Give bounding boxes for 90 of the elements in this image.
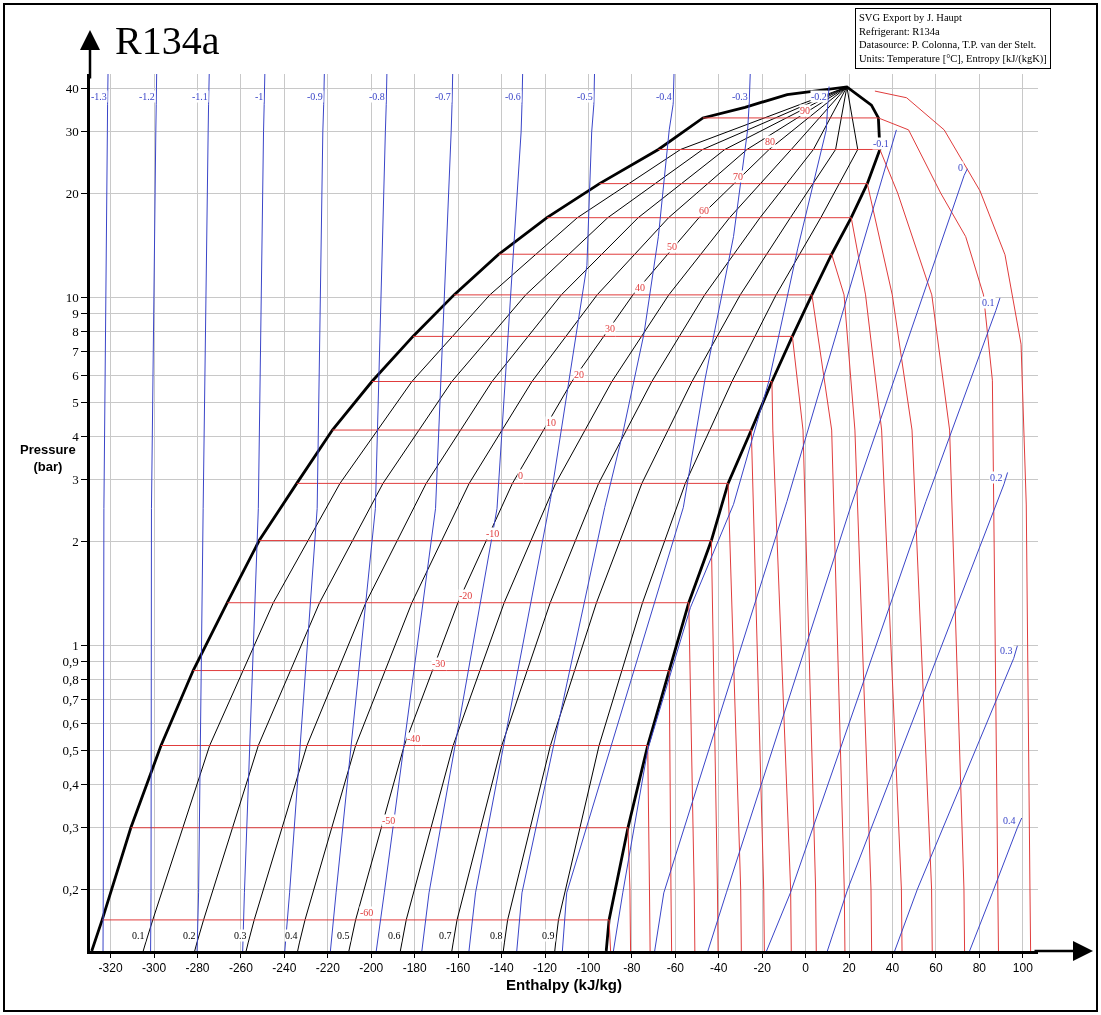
- series-label: 0.4: [285, 930, 298, 941]
- y-tick-label: 0,8: [62, 672, 79, 688]
- y-tick-label: 0,6: [62, 715, 80, 731]
- x-tick-label: -240: [272, 961, 297, 976]
- x-tick-label: -40: [710, 961, 728, 976]
- y-tick-label: 30: [65, 124, 79, 140]
- series-label: 0.2: [183, 930, 196, 941]
- x-tick-label: -180: [402, 961, 428, 976]
- x-tick-label: -280: [185, 961, 210, 976]
- y-tick-label: 20: [65, 185, 79, 201]
- series-label: -40: [407, 733, 421, 744]
- series-label: -0.3: [732, 91, 748, 102]
- x-tick-label: -120: [532, 961, 558, 976]
- series-label: 0.4: [1003, 815, 1016, 826]
- chart-title: R134a: [115, 18, 220, 63]
- series-label: 0.7: [439, 930, 452, 941]
- y-tick-label: 1: [72, 638, 79, 654]
- x-tick-label: -80: [623, 961, 641, 976]
- series-label: 0: [518, 470, 523, 481]
- y-tick-label: 0,4: [62, 776, 80, 792]
- series-label: 60: [699, 205, 709, 216]
- x-tick-label: -160: [446, 961, 471, 976]
- x-tick-label: 80: [972, 961, 987, 976]
- series-label: -0.7: [435, 91, 451, 102]
- x-tick-label: 40: [885, 961, 900, 976]
- series-label: 30: [605, 323, 615, 334]
- y-tick-label: 2: [72, 533, 79, 549]
- series-label: -0.9: [307, 91, 323, 102]
- y-tick-label: 0,5: [62, 743, 79, 759]
- text: SVG Export by J. Haupt Refrigerant: R134a Datasource: P. Colonna, T.P. van der Stelt. Units: Temperature [°C], Entropy [kJ/(kgK)]: [859, 12, 1047, 65]
- series-label: 40: [635, 282, 645, 293]
- series-label: -60: [360, 907, 374, 918]
- y-tick-label: 9: [72, 306, 79, 322]
- y-tick-label: 4: [72, 428, 80, 444]
- series-label: -0.4: [656, 91, 672, 102]
- series-label: -0.2: [811, 91, 827, 102]
- series-label: -1.1: [192, 91, 208, 102]
- x-tick-label: 20: [842, 961, 857, 976]
- x-tick-label: -140: [489, 961, 514, 976]
- y-tick-label: 0,9: [62, 654, 79, 670]
- y-tick-label: 3: [72, 472, 79, 488]
- series-label: 0.1: [982, 297, 995, 308]
- series-label: -20: [459, 590, 473, 601]
- x-tick-label: -100: [576, 961, 601, 976]
- series-label: -30: [432, 658, 446, 669]
- series-label: 0.6: [388, 930, 401, 941]
- series-label: 0.3: [1000, 645, 1013, 656]
- x-tick-label: 0: [802, 961, 810, 976]
- series-label: -10: [486, 528, 500, 539]
- y-tick-label: 0,3: [62, 820, 79, 836]
- series-label: -1.3: [91, 91, 107, 102]
- series-label: -0.8: [369, 91, 385, 102]
- series-label: 90: [800, 105, 810, 116]
- y-tick-label: 0,7: [62, 692, 80, 708]
- series-label: 70: [733, 171, 743, 182]
- x-tick-label: -320: [98, 961, 123, 976]
- series-label: -1: [255, 91, 264, 102]
- series-label: 0.9: [542, 930, 555, 941]
- series-label: -0.1: [873, 138, 889, 149]
- series-label: 0.5: [337, 930, 350, 941]
- x-tick-label: -300: [142, 961, 167, 976]
- series-label: 0.3: [234, 930, 247, 941]
- series-label: -1.2: [139, 91, 155, 102]
- series-label: 0.1: [132, 930, 145, 941]
- y-tick-label: 7: [72, 344, 80, 360]
- y-tick-label: 40: [65, 80, 79, 96]
- series-label: -50: [382, 815, 396, 826]
- y-tick-label: 8: [72, 324, 79, 340]
- x-tick-label: -200: [359, 961, 384, 976]
- x-tick-label: -260: [228, 961, 254, 976]
- x-tick-label: 100: [1012, 961, 1034, 976]
- series-label: -0.5: [577, 91, 593, 102]
- x-tick-label: -20: [753, 961, 772, 976]
- x-tick-label: -220: [315, 961, 341, 976]
- y-tick-label: 5: [72, 395, 79, 411]
- series-label: 0.8: [490, 930, 503, 941]
- series-label: 20: [574, 369, 584, 380]
- series-label: 0: [958, 162, 963, 173]
- x-tick-label: 60: [929, 961, 943, 976]
- y-tick-label: 6: [72, 367, 80, 383]
- y-axis-title: Pressure (bar): [20, 442, 76, 474]
- y-tick-label: 0,2: [62, 881, 79, 897]
- series-label: -0.6: [505, 91, 521, 102]
- x-tick-label: -60: [666, 961, 685, 976]
- series-label: 50: [667, 241, 677, 252]
- series-label: 0.2: [990, 472, 1003, 483]
- series-label: 10: [546, 417, 556, 428]
- x-axis-title: Enthalpy (kJ/kg): [506, 976, 622, 994]
- series-label: 80: [765, 136, 775, 147]
- y-tick-label: 10: [65, 290, 79, 306]
